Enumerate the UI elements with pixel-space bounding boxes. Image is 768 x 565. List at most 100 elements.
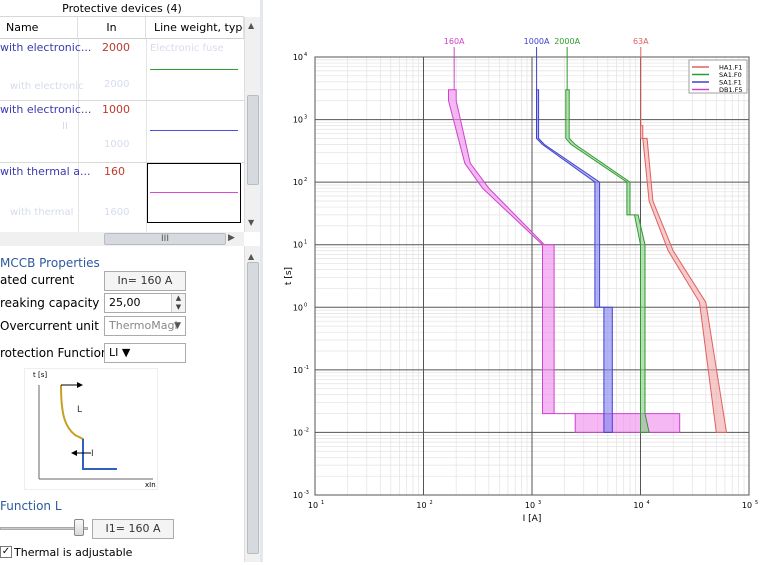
table-row[interactable]: with thermal a... 160 1600 with thermal bbox=[0, 163, 244, 225]
column-header-in[interactable]: In bbox=[78, 17, 146, 39]
y-tick-exponent: -2 bbox=[304, 427, 309, 433]
faint-text: Electronic fuse bbox=[150, 43, 224, 54]
trip-curve-diagram: t [s] L I xIn bbox=[24, 368, 158, 490]
series-top-label: 1000A bbox=[524, 37, 550, 46]
scrollbar-grip: III bbox=[161, 234, 169, 244]
y-tick-exponent: 0 bbox=[304, 302, 307, 308]
faint-text: 1600 bbox=[104, 207, 130, 218]
scroll-up-icon[interactable]: ▲ bbox=[248, 252, 255, 261]
faint-text: with electronic bbox=[10, 81, 84, 92]
legend-label: HA1.F1 bbox=[719, 64, 742, 72]
legend-label: DB1.F5 bbox=[719, 86, 743, 94]
scrollbar-thumb[interactable]: III bbox=[104, 233, 226, 245]
breaking-capacity-input[interactable]: 25,00 ▲ ▼ bbox=[104, 293, 186, 313]
line-sample bbox=[150, 130, 238, 131]
col-divider bbox=[78, 39, 79, 232]
breaking-capacity-value: 25,00 bbox=[109, 296, 141, 309]
x-tick-label: 10 bbox=[742, 501, 752, 510]
y-tick-label: 10 bbox=[293, 178, 303, 187]
line-sample-cell-selected[interactable] bbox=[147, 163, 241, 223]
line-sample bbox=[150, 69, 238, 70]
x-tick-exponent: 4 bbox=[647, 500, 650, 506]
x-axis-label: I [A] bbox=[523, 514, 542, 524]
y-tick-exponent: 2 bbox=[304, 177, 307, 183]
scroll-up-icon[interactable]: ▲ bbox=[248, 21, 255, 30]
devices-panel-title: Protective devices (4) bbox=[0, 0, 244, 17]
chevron-down-icon: ▼ bbox=[174, 321, 181, 331]
breaking-capacity-label: reaking capacity bbox=[0, 296, 100, 310]
devices-vertical-scrollbar[interactable]: ▲ ▼ bbox=[244, 17, 260, 232]
row-in: 2000 bbox=[102, 41, 130, 54]
series-band-SA1.F1 bbox=[536, 89, 613, 433]
row-in: 1000 bbox=[102, 103, 130, 116]
x-tick-label: 10 bbox=[525, 501, 535, 510]
x-tick-exponent: 5 bbox=[755, 500, 758, 506]
faint-text: 2000 bbox=[104, 79, 130, 90]
mini-I-label: I bbox=[91, 449, 94, 459]
table-row[interactable]: with electronic... 1000 1000 II bbox=[0, 101, 244, 162]
row-name: with electronic... bbox=[0, 41, 92, 54]
y-tick-exponent: 3 bbox=[304, 115, 307, 121]
devices-horizontal-scrollbar[interactable]: III ▶ bbox=[0, 232, 244, 246]
series-band-HA1.F1 bbox=[640, 125, 728, 433]
panel-separator[interactable] bbox=[260, 0, 263, 562]
i1-slider-track[interactable] bbox=[0, 527, 88, 530]
rated-current-label: ated current bbox=[0, 273, 75, 287]
i1-value-field: I1= 160 A bbox=[92, 519, 174, 539]
legend-box bbox=[688, 59, 748, 94]
protection-functions-value: LI bbox=[109, 346, 119, 359]
series-top-label: 63A bbox=[633, 37, 649, 46]
protection-functions-label: rotection Functions bbox=[0, 346, 115, 360]
scrollbar-thumb[interactable] bbox=[247, 262, 259, 554]
mini-x-label: xIn bbox=[145, 481, 156, 489]
y-tick-exponent: -1 bbox=[304, 365, 309, 371]
x-tick-exponent: 3 bbox=[538, 500, 541, 506]
series-top-label: 160A bbox=[444, 37, 465, 46]
thermal-adjustable-checkbox[interactable]: ✓ bbox=[0, 546, 12, 558]
scroll-down-icon[interactable]: ▼ bbox=[248, 218, 255, 227]
y-tick-label: 10 bbox=[293, 241, 303, 250]
column-header-name[interactable]: Name bbox=[0, 17, 78, 39]
row-name: with electronic... bbox=[0, 103, 92, 116]
y-tick-exponent: 4 bbox=[304, 52, 307, 58]
legend-label: SA1.F0 bbox=[719, 71, 742, 79]
y-tick-label: 10 bbox=[293, 491, 303, 500]
y-tick-exponent: -3 bbox=[304, 490, 309, 496]
overcurrent-unit-select[interactable]: ThermoMagi ▼ bbox=[104, 316, 186, 336]
y-tick-label: 10 bbox=[293, 366, 303, 375]
row-in: 160 bbox=[104, 165, 125, 178]
table-row[interactable]: with electronic... 2000 Electronic fuse … bbox=[0, 39, 244, 100]
overcurrent-unit-value: ThermoMagi bbox=[109, 319, 178, 332]
y-tick-label: 10 bbox=[293, 428, 303, 437]
series-band-SA1.F0 bbox=[565, 89, 650, 433]
left-panel: Protective devices (4) Name In Line weig… bbox=[0, 0, 260, 562]
y-axis-label: t [s] bbox=[284, 267, 294, 285]
spin-buttons[interactable]: ▲ ▼ bbox=[171, 294, 185, 312]
scrollbar-thumb[interactable] bbox=[247, 95, 259, 185]
mccb-properties-title: MCCB Properties bbox=[0, 256, 100, 270]
faint-text: with thermal bbox=[10, 207, 74, 218]
legend-label: SA1.F1 bbox=[719, 79, 742, 87]
chevron-down-icon: ▼ bbox=[121, 346, 131, 359]
properties-vertical-scrollbar[interactable]: ▲ bbox=[244, 246, 260, 562]
row-divider bbox=[0, 100, 244, 101]
chart-area: 160A 1000A 2000A 63A 10 1 10 2 10 3 10 4 10 5 10 4 10 3 10… bbox=[263, 0, 768, 562]
series-top-label: 2000A bbox=[554, 37, 580, 46]
thermal-adjustable-label: Thermal is adjustable bbox=[14, 546, 133, 559]
y-tick-exponent: 1 bbox=[304, 240, 307, 246]
i1-slider-thumb[interactable] bbox=[74, 519, 84, 536]
L-curve bbox=[60, 384, 117, 470]
row-name: with thermal a... bbox=[0, 165, 91, 178]
line-sample bbox=[150, 192, 238, 193]
scroll-right-icon[interactable]: ▶ bbox=[228, 233, 235, 243]
faint-text: II bbox=[62, 121, 68, 132]
trip-curve-svg bbox=[38, 382, 153, 480]
I-curve bbox=[82, 439, 117, 470]
protection-functions-select[interactable]: LI ▼ bbox=[104, 343, 186, 363]
mini-L-label: L bbox=[77, 405, 83, 415]
series-band-DB1.F5 bbox=[448, 89, 681, 433]
faint-text: 1000 bbox=[104, 139, 130, 150]
column-header-line[interactable]: Line weight, type, bbox=[146, 17, 244, 39]
mini-t-label: t [s] bbox=[33, 371, 48, 379]
